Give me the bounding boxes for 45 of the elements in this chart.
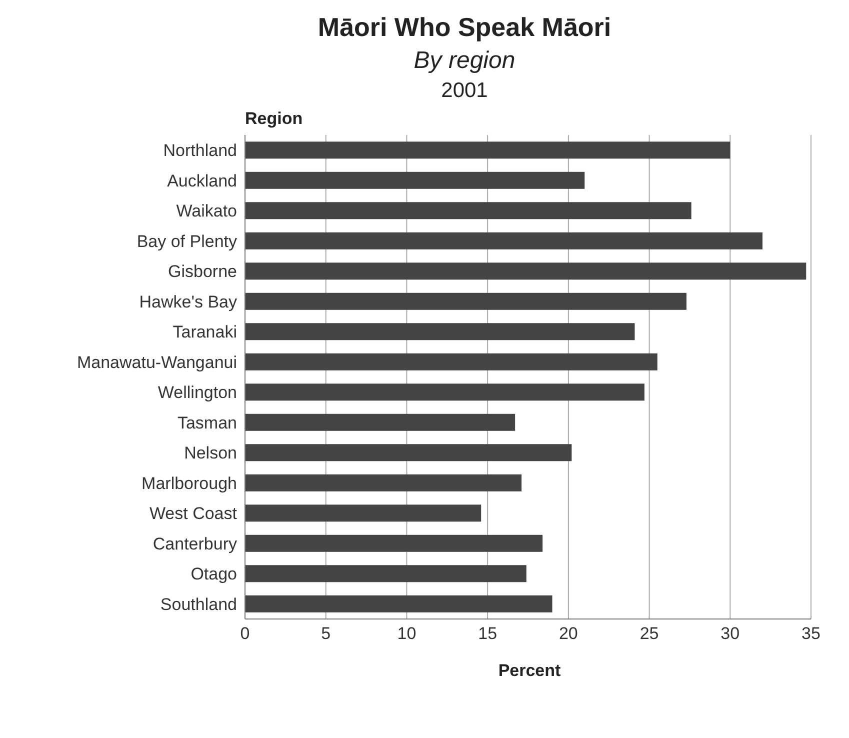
bar — [245, 595, 552, 612]
y-tick-label: Marlborough — [142, 474, 237, 493]
x-tick-label: 30 — [720, 624, 740, 644]
bar — [245, 142, 730, 159]
bar — [245, 323, 635, 340]
y-tick-label: Bay of Plenty — [136, 232, 238, 251]
y-tick-label: Nelson — [184, 444, 237, 463]
bar — [245, 172, 585, 189]
x-tick-label: 25 — [640, 624, 659, 644]
y-tick-label: Tasman — [177, 413, 237, 432]
y-tick-label: Wellington — [158, 383, 237, 402]
x-tick-label: 20 — [558, 624, 578, 644]
x-tick-label: 10 — [397, 624, 416, 644]
x-tick-label: 35 — [802, 624, 820, 644]
y-tick-label: Northland — [163, 141, 237, 160]
x-tick-label: 5 — [321, 624, 331, 644]
y-tick-label: Otago — [190, 564, 237, 584]
y-tick-label: Manawatu-Wanganui — [76, 352, 237, 372]
x-axis-title: Percent — [497, 661, 562, 681]
bar — [245, 384, 644, 401]
y-tick-label: West Coast — [149, 504, 238, 524]
y-tick-label: Gisborne — [168, 262, 237, 282]
chart-title: Māori Who Speak Māori — [316, 12, 612, 43]
bar — [245, 504, 482, 522]
y-tick-label: Hawke's Bay — [139, 292, 238, 312]
x-tick-label: 15 — [478, 624, 498, 644]
bar — [245, 565, 526, 582]
y-axis-title: Region — [245, 109, 304, 129]
y-tick-label: Taranaki — [172, 322, 237, 342]
bar — [245, 202, 692, 220]
bar — [245, 534, 543, 552]
bar — [245, 444, 572, 462]
bar — [245, 262, 806, 280]
bar — [245, 353, 658, 370]
bar — [245, 232, 762, 250]
x-tick-label: 0 — [240, 624, 250, 644]
bar — [245, 414, 516, 431]
y-tick-label: Auckland — [167, 171, 237, 190]
y-tick-label: Waikato — [176, 202, 237, 221]
bar — [245, 292, 686, 310]
y-tick-label: Canterbury — [152, 534, 238, 554]
y-tick-label: Southland — [160, 594, 237, 614]
chart-subtitle: By region — [412, 47, 516, 75]
bar — [245, 474, 522, 492]
text: 2001 — [440, 79, 489, 103]
